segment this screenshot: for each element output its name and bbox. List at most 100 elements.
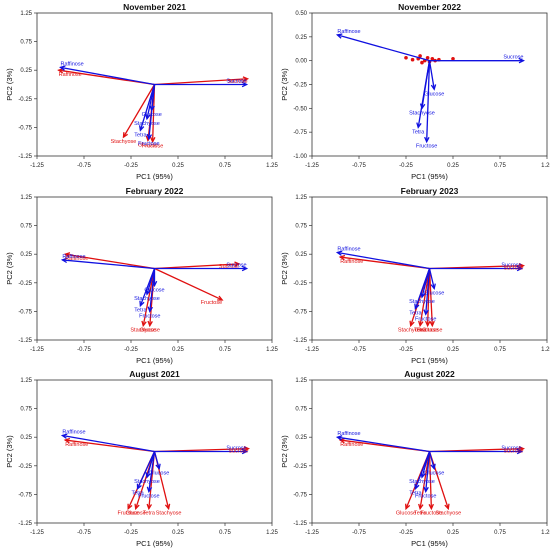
x-tick-label: -1.25 — [30, 347, 44, 353]
y-tick-label: 0.75 — [295, 407, 307, 413]
chart-panel: August 2021 -1.25 -0.75 -0.25 0.25 0.75 1.25 1.… — [5, 369, 278, 548]
vector-arrowhead — [122, 132, 129, 139]
vector-label: Fructose — [117, 511, 138, 517]
vector-label: Tetra — [409, 311, 422, 317]
vector-arrowhead — [60, 257, 68, 264]
y-axis-label: PC2 (3%) — [280, 435, 289, 468]
loading-vector — [154, 263, 240, 270]
x-tick-label: 0.75 — [494, 347, 506, 353]
vector-arrowhead — [234, 261, 241, 267]
vector-arrowhead — [518, 263, 525, 269]
vector-arrowhead — [424, 320, 431, 328]
vector-arrowhead — [516, 265, 524, 272]
vector-arrowhead — [429, 320, 435, 328]
vector-label: Tetra — [134, 132, 147, 138]
vector-arrowhead — [63, 252, 71, 258]
vector-arrowhead — [444, 503, 450, 511]
vector-label: Fructose — [201, 300, 222, 306]
vector-label: Sucrose — [226, 446, 246, 452]
chart-panel: February 2022 -1.25 -0.75 -0.25 0.25 0.75 1.25… — [5, 186, 278, 365]
x-tick-label: -0.25 — [124, 163, 138, 169]
vector-arrowhead — [418, 503, 424, 511]
y-tick-label: -1.25 — [293, 521, 307, 527]
y-tick-label: 0.25 — [20, 435, 32, 441]
loading-vector — [417, 60, 431, 128]
vector-arrowhead — [516, 448, 524, 455]
y-tick-label: 1.25 — [20, 11, 32, 17]
vector-arrowhead — [60, 433, 68, 439]
y-tick-label: 0.00 — [295, 59, 307, 65]
x-tick-label: 1.25 — [266, 163, 278, 169]
vector-label: Fructose — [142, 144, 163, 150]
x-tick-label: -0.75 — [352, 530, 366, 536]
vector-label: Tetra — [414, 328, 427, 334]
vector-label: Sucrose — [501, 263, 521, 269]
chart-title: August 2021 — [129, 369, 180, 379]
vector-label: Raffinose — [62, 429, 85, 435]
vector-arrowhead — [146, 486, 153, 494]
x-tick-label: -0.25 — [399, 163, 413, 169]
x-tick-label: -0.75 — [77, 347, 91, 353]
vector-label: Glucose — [142, 112, 162, 118]
y-tick-label: -0.75 — [293, 130, 307, 136]
vector-label: Sucrose — [503, 55, 523, 61]
loading-vector — [419, 451, 431, 509]
vector-arrowhead — [57, 68, 64, 74]
vector-arrowhead — [335, 435, 343, 441]
score-point — [420, 60, 424, 65]
y-axis-label: PC2 (3%) — [5, 252, 14, 285]
y-tick-label: 1.25 — [295, 195, 307, 201]
vector-arrowhead — [127, 503, 133, 511]
vector-arrowhead — [139, 125, 145, 132]
vector-label: Stachyose — [409, 299, 435, 305]
x-tick-label: 0.25 — [172, 163, 184, 169]
vector-arrowhead — [430, 283, 436, 290]
vector-label: Tetra — [131, 491, 144, 497]
vector-label: Raffinose — [340, 259, 363, 265]
vector-arrowhead — [136, 483, 142, 491]
vector-arrowhead — [518, 57, 525, 64]
loading-vector — [428, 60, 435, 90]
vector-arrowhead — [243, 446, 250, 452]
x-tick-label: 0.75 — [219, 530, 231, 536]
vector-arrowhead — [430, 84, 437, 91]
vector-label: Glucose — [126, 511, 146, 517]
loading-vector — [414, 268, 431, 309]
vector-arrowhead — [335, 33, 343, 39]
vector-label: Raffinose — [340, 442, 363, 448]
vector-label: Sucrose — [501, 446, 521, 452]
vector-label: Glucose — [422, 328, 442, 334]
vector-label: Raffinose — [337, 431, 360, 437]
vector-arrowhead — [423, 486, 429, 494]
vector-label: Sucrose — [503, 449, 523, 455]
loading-vector — [149, 268, 156, 312]
loading-vector — [428, 451, 433, 509]
vector-label: Sucrose — [219, 264, 239, 270]
y-tick-label: -0.75 — [293, 492, 307, 498]
loading-vector — [425, 268, 431, 315]
vector-arrowhead — [145, 113, 151, 121]
vector-arrowhead — [424, 136, 430, 144]
loading-vector — [139, 84, 156, 131]
loading-vector — [142, 268, 156, 326]
vector-label: Sucrose — [228, 449, 248, 455]
vector-arrowhead — [155, 463, 161, 471]
y-tick-label: -0.25 — [293, 464, 307, 470]
vector-label: Raffinose — [65, 256, 88, 262]
vector-label: Fructose — [139, 313, 160, 319]
x-tick-label: 0.25 — [172, 347, 184, 353]
vector-label: Fructose — [421, 511, 442, 517]
x-tick-label: -0.25 — [399, 530, 413, 536]
y-tick-label: 0.50 — [295, 11, 307, 17]
y-tick-label: 0.25 — [295, 435, 307, 441]
chart-panel: August 2022 -1.25 -0.75 -0.25 0.25 0.75 1.25 1.… — [280, 369, 550, 548]
y-tick-label: 1.25 — [20, 195, 32, 201]
vector-arrowhead — [217, 295, 224, 301]
loading-vector — [428, 268, 433, 326]
vector-arrowhead — [242, 76, 250, 82]
loading-vector — [337, 436, 430, 453]
vector-label: Tetra — [412, 129, 425, 135]
chart-title: February 2022 — [126, 186, 184, 196]
loading-vector — [148, 451, 156, 492]
loading-vector — [337, 251, 430, 270]
